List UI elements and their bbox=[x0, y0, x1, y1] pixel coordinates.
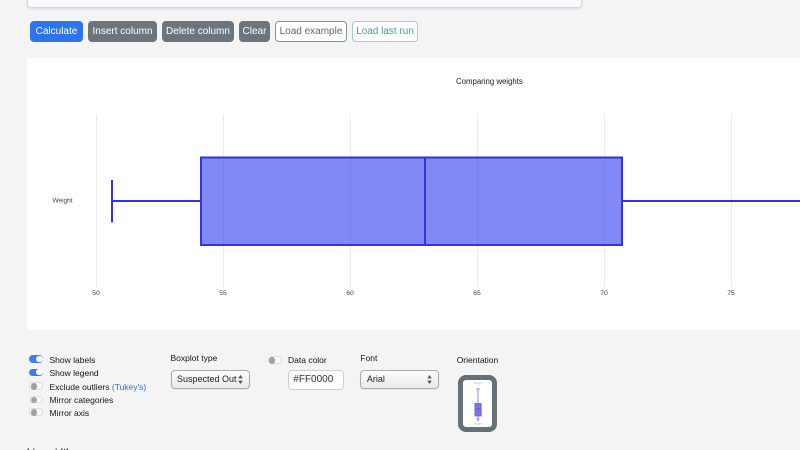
svg-text:Weight: Weight bbox=[473, 381, 482, 385]
svg-text:60: 60 bbox=[346, 290, 354, 297]
svg-text:Weight: Weight bbox=[473, 422, 482, 426]
svg-text:65: 65 bbox=[473, 290, 481, 297]
svg-text:50: 50 bbox=[92, 290, 100, 297]
svg-text:Weight: Weight bbox=[52, 198, 72, 205]
svg-text:55: 55 bbox=[219, 290, 227, 297]
svg-text:Comparing weights: Comparing weights bbox=[456, 77, 523, 86]
svg-text:75: 75 bbox=[727, 290, 735, 297]
svg-text:70: 70 bbox=[600, 290, 608, 297]
